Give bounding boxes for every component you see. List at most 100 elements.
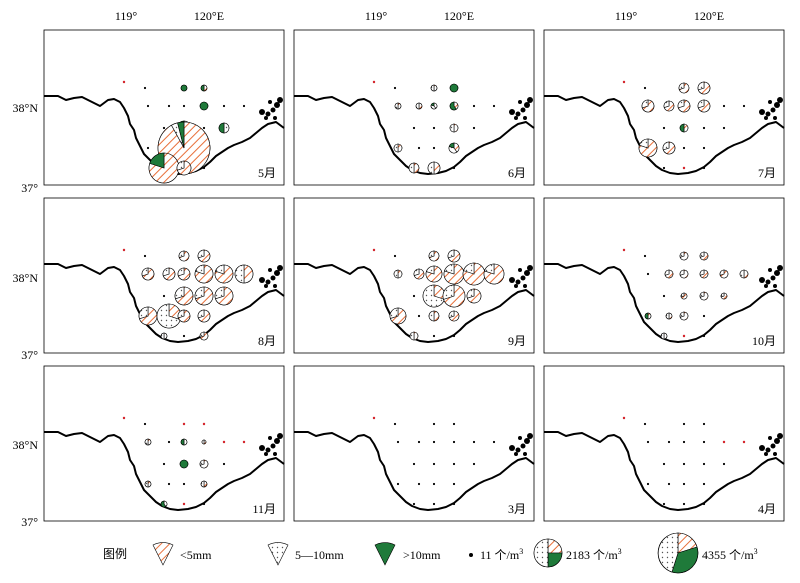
island xyxy=(768,436,772,440)
pie-slice-small xyxy=(425,265,443,283)
legend-scale-large-label: 4355 个/m3 xyxy=(702,547,758,562)
station-dot xyxy=(167,104,171,108)
pie-slice-medium xyxy=(389,307,399,319)
station-dot xyxy=(202,502,206,506)
pie-slice-medium xyxy=(484,263,495,275)
month-label: 9月 xyxy=(508,334,526,348)
pie-slice-large xyxy=(199,101,209,111)
island xyxy=(770,443,776,449)
legend-small-wedge xyxy=(152,542,174,566)
station-pie xyxy=(194,286,214,306)
island xyxy=(518,436,522,440)
station-pie xyxy=(699,291,709,301)
station-pie xyxy=(663,100,675,112)
station-pie xyxy=(664,269,674,279)
pie-slice-medium xyxy=(660,332,665,340)
island xyxy=(515,279,521,285)
pie-slice-large xyxy=(180,84,188,92)
station-dot xyxy=(432,422,436,426)
station-pie xyxy=(141,267,155,281)
pie-slice-medium xyxy=(195,264,205,275)
station-pie xyxy=(462,262,486,286)
pie-slice-large xyxy=(149,152,165,169)
month-label: 5月 xyxy=(258,166,276,180)
pie-slice-medium xyxy=(663,100,670,108)
island xyxy=(273,452,277,456)
pie-slice-medium xyxy=(144,480,149,488)
station-dot xyxy=(432,462,436,466)
lon-label-120: 120°E xyxy=(694,9,724,23)
island xyxy=(520,107,526,113)
pie-slice-medium xyxy=(699,269,705,276)
pie-slice-large xyxy=(644,312,649,320)
station-dot xyxy=(146,104,150,108)
island xyxy=(759,445,765,451)
station-pie xyxy=(427,161,441,175)
station-pie xyxy=(182,422,186,426)
station-dot xyxy=(643,86,647,90)
panel-frame xyxy=(293,365,535,522)
station-dot xyxy=(143,86,147,90)
pie-slice-medium xyxy=(393,143,399,153)
island xyxy=(277,97,283,103)
pie-slice-medium xyxy=(393,269,399,279)
station-dot xyxy=(432,334,436,338)
station-dot xyxy=(393,422,397,426)
pie-slice-medium xyxy=(680,292,685,298)
island xyxy=(773,284,777,288)
month-label: 6月 xyxy=(508,166,526,180)
island xyxy=(509,445,515,451)
map-panel: 4月 xyxy=(543,365,785,522)
pie-slice-medium xyxy=(200,480,205,488)
station-empty-dot xyxy=(372,248,376,252)
station-dot xyxy=(702,422,706,426)
station-dot xyxy=(143,254,147,258)
station-dot xyxy=(412,126,416,130)
station-pie xyxy=(680,292,688,300)
island xyxy=(759,277,765,283)
station-pie xyxy=(176,160,192,176)
pie-slice-medium xyxy=(677,99,685,109)
station-pie xyxy=(425,265,443,283)
station-dot xyxy=(162,126,166,130)
pie-slice-medium xyxy=(141,267,149,277)
station-dot xyxy=(222,104,226,108)
station-dot xyxy=(682,502,686,506)
station-dot xyxy=(646,482,650,486)
pie-slice-medium xyxy=(430,84,435,92)
station-pie xyxy=(200,480,208,488)
station-dot xyxy=(662,294,666,298)
station-dot xyxy=(202,126,206,130)
station-pie xyxy=(719,269,729,279)
pie-slice-large xyxy=(218,122,225,134)
island xyxy=(515,111,521,117)
station-pie xyxy=(222,440,226,444)
lat-label-38: 38°N xyxy=(13,271,39,285)
pie-slice-medium xyxy=(699,291,705,298)
pie-slice-medium xyxy=(679,311,685,318)
station-dot xyxy=(662,126,666,130)
station-pie xyxy=(199,459,209,469)
pie-slice-medium xyxy=(664,269,670,276)
month-label: 3月 xyxy=(508,502,526,516)
pie-slice-medium xyxy=(665,312,670,320)
island xyxy=(270,443,276,449)
island xyxy=(523,284,527,288)
island xyxy=(773,452,777,456)
station-pie xyxy=(660,332,668,340)
station-dot xyxy=(472,126,476,130)
station-empty-dot xyxy=(622,248,626,252)
legend-scale-small xyxy=(469,553,473,557)
station-pie xyxy=(447,249,461,263)
map-panel: 9月 xyxy=(293,197,535,354)
island xyxy=(265,447,271,453)
station-pie xyxy=(162,267,176,281)
station-pie xyxy=(408,162,420,174)
island xyxy=(764,284,768,288)
station-pie xyxy=(122,416,126,420)
pie-slice-medium xyxy=(428,250,435,258)
station-pie xyxy=(448,310,460,322)
pie-slice-medium xyxy=(448,310,455,318)
station-pie xyxy=(665,312,673,320)
island xyxy=(770,275,776,281)
